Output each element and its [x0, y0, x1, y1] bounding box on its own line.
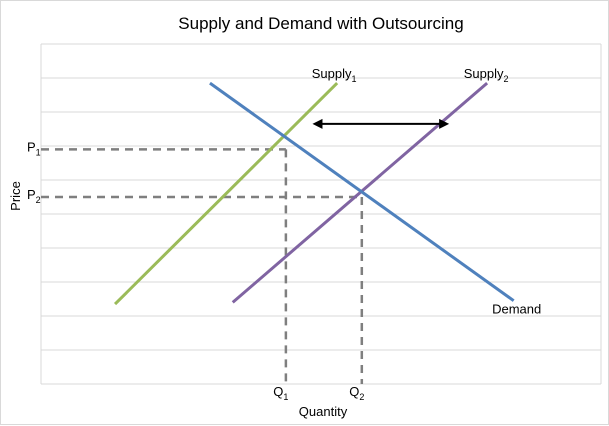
shift-arrow-head-right: [439, 118, 450, 129]
series-label-supply1: Supply1: [312, 66, 357, 84]
series-line-supply2: [231, 81, 489, 304]
series-line-supply1: [113, 82, 339, 306]
y-axis-title: Price: [8, 181, 23, 211]
x-axis-title: Quantity: [299, 404, 348, 419]
chart-title: Supply and Demand with Outsourcing: [178, 14, 463, 33]
price-label-2: P2: [27, 187, 41, 205]
series-label-supply2: Supply2: [464, 66, 509, 84]
quantity-label-1: Q1: [273, 384, 288, 402]
price-label-1: P1: [27, 139, 41, 157]
quantity-label-2: Q2: [349, 384, 364, 402]
series-label-demand: Demand: [492, 302, 541, 317]
series-line-demand: [209, 81, 515, 302]
shift-arrow-head-left: [312, 118, 323, 129]
